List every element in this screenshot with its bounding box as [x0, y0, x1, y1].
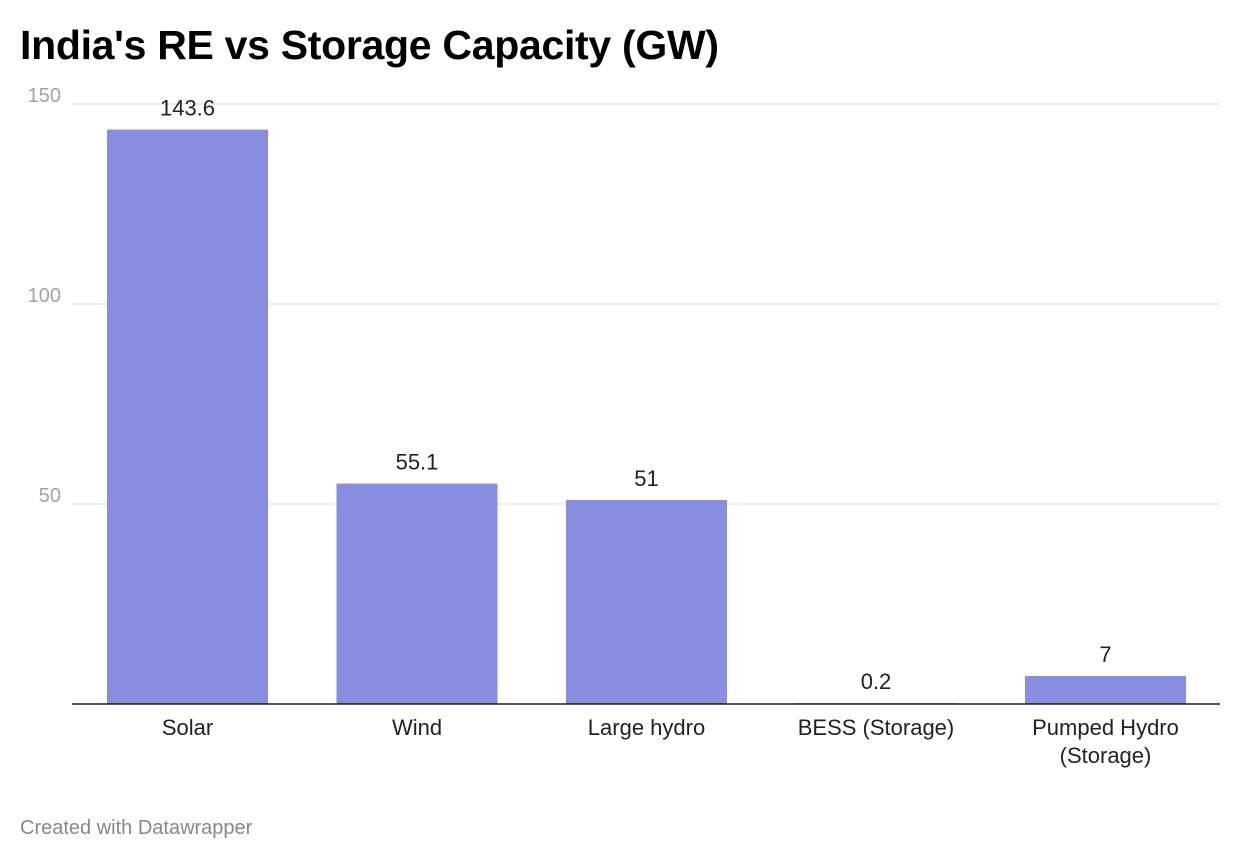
x-tick-label: Wind: [392, 715, 442, 740]
x-tick-label: (Storage): [1060, 743, 1152, 768]
bar: [566, 500, 727, 704]
x-tick-label: BESS (Storage): [798, 715, 955, 740]
y-tick-label: 150: [28, 85, 61, 107]
chart-title: India's RE vs Storage Capacity (GW): [20, 22, 719, 68]
bars: [107, 129, 1186, 705]
value-labels: 143.6 55.1 51 0.2 7: [160, 96, 1112, 695]
bar: [107, 129, 268, 705]
y-tick-label: 100: [28, 285, 61, 307]
data-label: 7: [1099, 642, 1111, 667]
data-label: 143.6: [160, 96, 215, 121]
x-axis: Solar Wind Large hydro BESS (Storage) Pumped…: [72, 703, 1220, 768]
data-label: 0.2: [861, 669, 892, 694]
x-tick-label: Pumped Hydro: [1032, 715, 1179, 740]
data-label: 51: [634, 466, 658, 491]
x-tick-label: Solar: [162, 715, 213, 740]
footer-credit: Created with Datawrapper: [20, 817, 253, 839]
bar: [336, 483, 498, 704]
x-tick-label: Large hydro: [588, 715, 705, 740]
bar-chart: 50 100 150 143.6 55.1 51 0.2 7 Solar Wind Large …: [28, 85, 1220, 768]
y-tick-label: 50: [39, 485, 61, 507]
bar: [1025, 676, 1186, 704]
data-label: 55.1: [396, 450, 439, 475]
